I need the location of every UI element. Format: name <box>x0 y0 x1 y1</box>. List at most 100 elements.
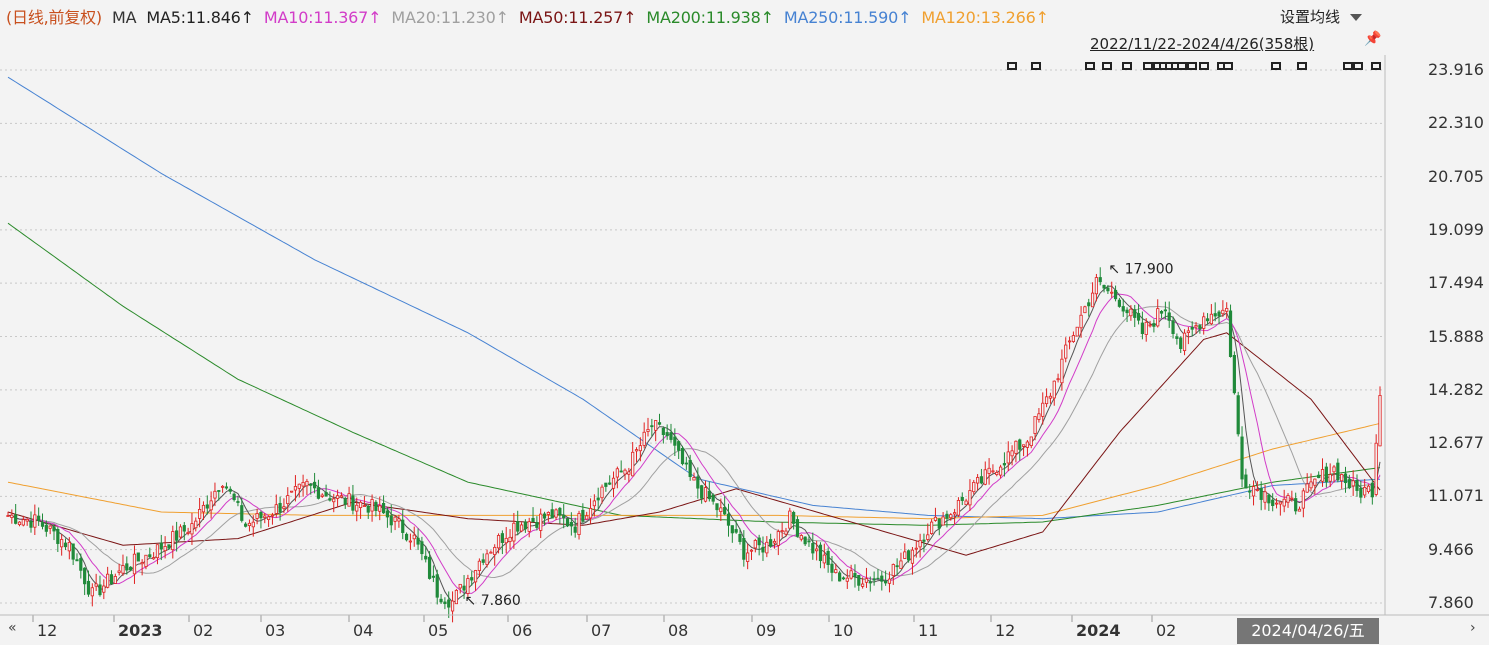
candle-body <box>358 501 363 508</box>
candle-body <box>152 557 156 560</box>
candle <box>757 534 761 556</box>
candle <box>33 504 37 536</box>
candle-body <box>581 509 585 522</box>
candle-body <box>1117 299 1121 307</box>
ma10-line <box>7 293 1381 594</box>
ma-settings-label: 设置均线 <box>1280 8 1341 26</box>
candle <box>1336 458 1340 483</box>
candle-body <box>493 546 497 555</box>
candle-body <box>1343 473 1348 484</box>
candle-body <box>849 570 853 579</box>
candle-body <box>1098 277 1102 283</box>
candle <box>1056 373 1060 383</box>
candle-body <box>98 584 102 596</box>
candle-body <box>251 521 255 528</box>
candle-body <box>868 581 872 584</box>
candle <box>1251 480 1256 506</box>
candle <box>190 512 194 545</box>
candle-body <box>1286 495 1290 503</box>
extreme-price-label: ↖ 17.900 <box>1108 262 1173 278</box>
candle <box>772 538 777 549</box>
candle-body <box>274 504 278 514</box>
candle <box>289 490 294 493</box>
candle <box>240 497 244 523</box>
candle-body <box>75 559 79 562</box>
candle <box>1152 319 1156 333</box>
candle <box>163 536 167 559</box>
candle-body <box>953 512 957 515</box>
candle-body <box>1259 487 1263 500</box>
pin-icon[interactable]: 📌 <box>1364 31 1382 47</box>
candle-body <box>1136 313 1141 321</box>
candle-body <box>60 539 64 548</box>
candle <box>435 569 439 605</box>
candle-body <box>1198 325 1202 329</box>
double-left-arrow-icon[interactable]: « <box>8 620 17 636</box>
candle <box>508 529 512 550</box>
candle-body <box>757 537 761 546</box>
candle <box>1110 281 1114 298</box>
candle-body <box>918 540 922 548</box>
ma-legend: (日线,前复权) MA MA5:11.846↑ MA10:11.367↑ MA20:11… <box>6 4 1059 28</box>
legend-period[interactable]: (日线,前复权) <box>6 8 102 27</box>
candle-body <box>1378 395 1382 447</box>
candle-body <box>531 517 535 523</box>
candle <box>550 502 554 519</box>
moving-average-lines <box>7 76 1381 603</box>
candle <box>1274 498 1279 509</box>
candle <box>588 498 593 524</box>
candle <box>907 549 911 563</box>
candle <box>665 424 669 440</box>
candle-body <box>1075 326 1079 337</box>
candle <box>1305 473 1309 493</box>
candle-body <box>562 514 566 519</box>
candle <box>803 536 807 547</box>
candle <box>278 496 282 521</box>
candle-body <box>742 538 746 560</box>
right-arrow-icon[interactable]: › <box>1470 620 1476 636</box>
candle <box>431 565 435 583</box>
candle-body <box>1267 494 1271 504</box>
candle <box>516 510 520 536</box>
date-range-label[interactable]: 2022/11/22-2024/4/26(358根) <box>1090 35 1315 53</box>
candle-body <box>535 522 539 528</box>
y-tick-label: 12.677 <box>1428 433 1484 453</box>
candle-body <box>44 525 48 532</box>
candle-body <box>102 585 106 593</box>
candle-body <box>412 534 416 540</box>
candle <box>669 423 673 443</box>
ma200-line <box>7 222 1381 526</box>
event-marker-inner <box>1189 64 1195 68</box>
candle <box>366 504 370 519</box>
candle <box>1286 493 1290 508</box>
candle <box>332 493 336 513</box>
candle <box>834 563 838 574</box>
candle <box>1102 284 1106 293</box>
candle <box>251 515 255 537</box>
candle-body <box>79 558 83 571</box>
legend-ma20: MA20:11.230↑ <box>391 8 509 27</box>
y-tick-label: 20.705 <box>1428 166 1484 186</box>
candle <box>956 497 961 517</box>
candle-body <box>830 563 834 573</box>
x-tick-label: 02 <box>1156 621 1177 640</box>
candle-body <box>351 495 355 511</box>
candle-body <box>244 523 248 527</box>
candle <box>1355 474 1359 497</box>
candle <box>577 510 581 540</box>
candle-body <box>1209 313 1213 325</box>
event-marker-inner <box>1033 64 1039 68</box>
candle <box>1259 481 1263 511</box>
candle-body <box>903 551 907 559</box>
ma-settings-button[interactable]: 设置均线 <box>1280 6 1363 27</box>
candle <box>1094 273 1099 302</box>
candle-body <box>776 531 780 546</box>
candle-body <box>297 483 301 489</box>
event-marker-inner <box>1201 64 1207 68</box>
candle <box>447 591 451 618</box>
candle <box>1014 440 1018 463</box>
ma5-line <box>7 285 1381 603</box>
candle <box>1182 329 1187 356</box>
